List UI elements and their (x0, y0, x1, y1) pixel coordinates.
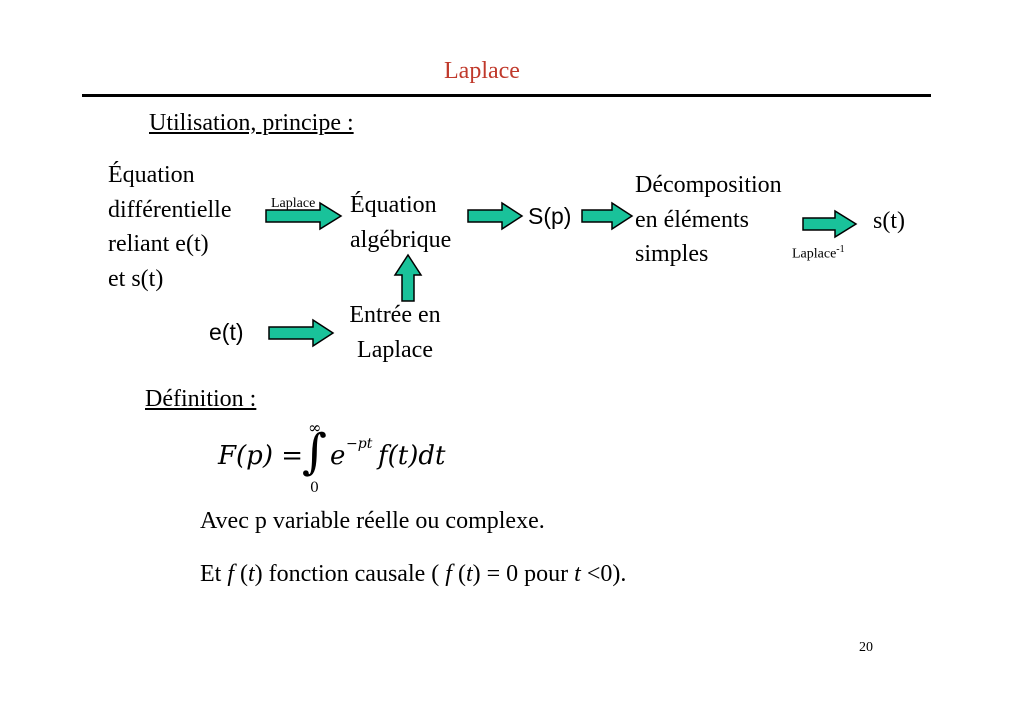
line2-part: ( (451, 561, 466, 587)
laplace-arrow-label: Laplace (271, 196, 316, 211)
equation-algebrique-text: Équation algébrique (350, 188, 451, 257)
section-heading-utilisation: Utilisation, principe : (149, 110, 354, 136)
line2-part: Et (200, 561, 228, 587)
up-arrow-icon (393, 253, 423, 302)
line2-t: t (465, 561, 473, 587)
text-line: Équation (108, 162, 195, 188)
inverse-laplace-label: Laplace-1 (792, 244, 845, 263)
text-line: en éléments (635, 206, 749, 233)
text-line: algébrique (350, 226, 452, 253)
line2-part: ( (234, 561, 248, 587)
formula-lhs: F(p) = (218, 441, 304, 471)
line2-t: t (574, 561, 581, 587)
right-arrow-icon (802, 209, 858, 239)
text-line: différentielle (108, 196, 232, 223)
integral-sign-icon: ∫ (302, 424, 328, 480)
equation-differentielle-text: Équation différentielle reliant e(t) et … (108, 158, 232, 296)
formula-exp-sup: −pt (346, 436, 373, 452)
section-heading-definition: Définition : (145, 386, 257, 412)
line2-part: ) = 0 pour (472, 561, 575, 587)
integral-upper-bound: ∞ (308, 418, 322, 437)
inverse-laplace-exponent: -1 (836, 244, 845, 255)
inverse-laplace-base: Laplace (792, 246, 837, 262)
line2-t: t (248, 561, 255, 587)
sp-label: S(p) (528, 203, 572, 229)
text-line: et s(t) (108, 265, 164, 292)
right-arrow-icon (265, 201, 343, 231)
laplace-formula: F(p) = ∞ ∫ 0 e −pt f(t)dt (218, 418, 458, 498)
st-label: s(t) (873, 208, 905, 234)
et-label: e(t) (209, 319, 244, 345)
page-title: Laplace (444, 58, 520, 84)
line2-f: f (227, 561, 234, 587)
entree-laplace-text: Entrée en Laplace (340, 298, 450, 367)
text-line: Entrée en (349, 302, 441, 328)
right-arrow-icon (268, 318, 335, 348)
line2-part: ) fonction causale ( (254, 561, 446, 587)
right-arrow-icon (581, 201, 634, 231)
decomposition-text: Décomposition en éléments simples (635, 168, 782, 272)
formula-rest: f(t)dt (378, 441, 446, 471)
text-line: Décomposition (635, 172, 782, 198)
text-line: reliant e(t) (108, 231, 209, 257)
formula-exp-base: e (330, 441, 346, 471)
title-divider (82, 94, 931, 97)
text-line: Équation (350, 192, 437, 218)
text-line: simples (635, 241, 709, 267)
integral-lower-bound: 0 (310, 480, 319, 496)
definition-line-variable: Avec p variable réelle ou complexe. (200, 508, 545, 534)
line2-f: f (445, 561, 452, 587)
line2-part: <0). (580, 561, 627, 587)
text-line: Laplace (357, 336, 433, 363)
page-number: 20 (859, 640, 873, 655)
right-arrow-icon (467, 201, 524, 231)
definition-line-causal: Et f (t) fonction causale ( f (t) = 0 po… (200, 561, 626, 588)
